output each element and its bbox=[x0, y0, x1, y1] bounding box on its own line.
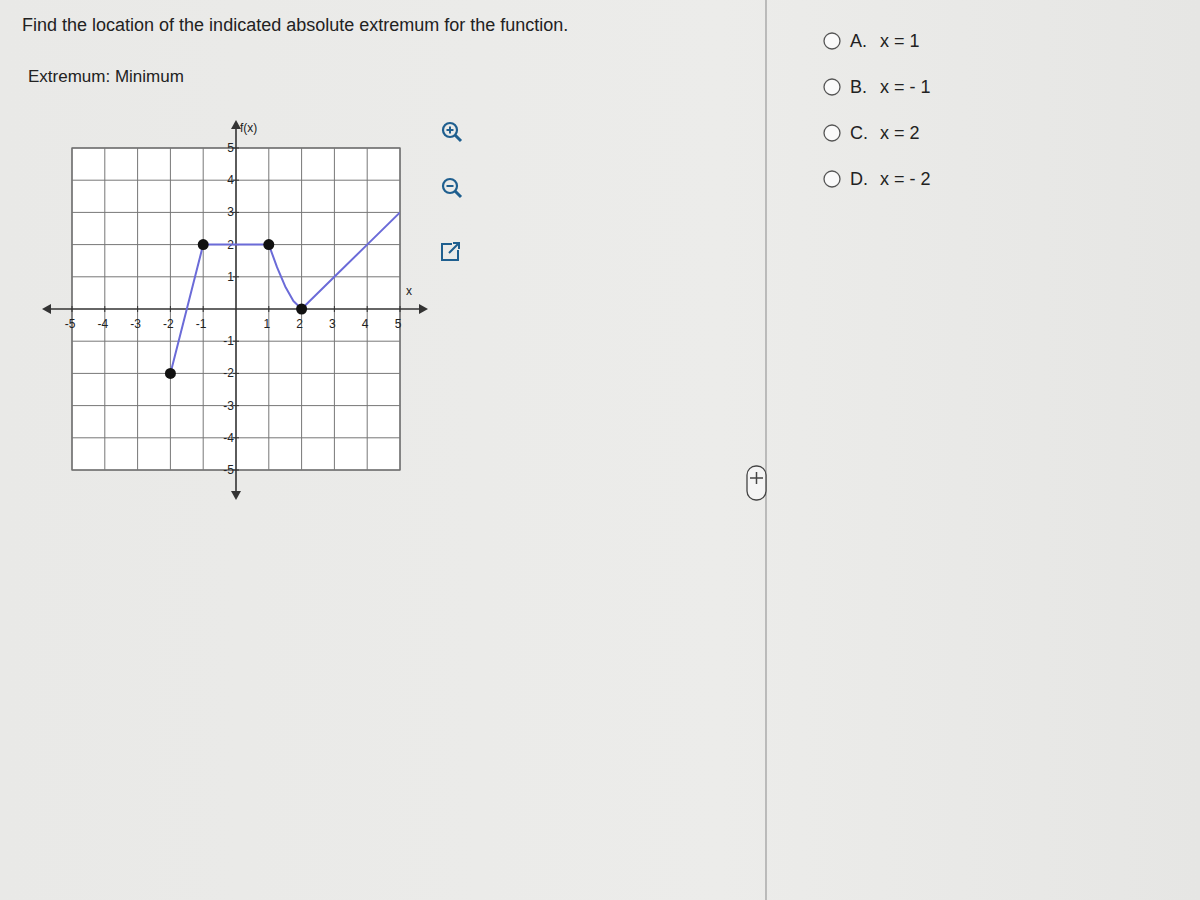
grid-line bbox=[72, 470, 400, 471]
tick bbox=[334, 306, 335, 312]
x-tick-label: 5 bbox=[395, 317, 402, 331]
data-layer bbox=[165, 212, 400, 379]
radio[interactable] bbox=[824, 79, 840, 95]
radio[interactable] bbox=[824, 33, 840, 49]
option-text[interactable]: x = 2 bbox=[880, 123, 920, 143]
grid-line bbox=[72, 373, 400, 374]
zoom-in-icon[interactable] bbox=[443, 123, 461, 141]
grid-line bbox=[170, 148, 171, 470]
grid-line bbox=[72, 148, 400, 149]
icon-part bbox=[455, 191, 461, 197]
icon-part bbox=[747, 466, 766, 500]
x-tick-label: -1 bbox=[196, 317, 207, 331]
arrow bbox=[419, 304, 428, 314]
y-tick-label: -2 bbox=[223, 366, 234, 380]
point bbox=[198, 239, 209, 250]
option-letter: D. bbox=[850, 169, 868, 189]
tick bbox=[104, 306, 105, 312]
chart: -5-4-3-2-112345-5-4-3-2-112345f(x)x bbox=[42, 120, 428, 500]
grid-line bbox=[72, 276, 400, 277]
x-tick-label: 3 bbox=[329, 317, 336, 331]
option-letter: B. bbox=[850, 77, 867, 97]
y-tick-label: -4 bbox=[223, 431, 234, 445]
y-tick-label: 1 bbox=[227, 270, 234, 284]
x-tick-label: -4 bbox=[97, 317, 108, 331]
x-tick-label: -2 bbox=[163, 317, 174, 331]
x-tick-label: -3 bbox=[130, 317, 141, 331]
grid-line bbox=[104, 148, 105, 470]
point bbox=[263, 239, 274, 250]
y-axis-label: f(x) bbox=[240, 121, 257, 135]
x-tick-label: -5 bbox=[65, 317, 76, 331]
grid-line bbox=[72, 212, 400, 213]
icon-part bbox=[449, 243, 459, 253]
radio[interactable] bbox=[824, 171, 840, 187]
point bbox=[165, 368, 176, 379]
option-text[interactable]: x = 1 bbox=[880, 31, 920, 51]
arrow bbox=[42, 304, 51, 314]
arrow bbox=[231, 491, 241, 500]
grid-line bbox=[72, 341, 400, 342]
function-line bbox=[170, 212, 400, 373]
grid-line bbox=[72, 437, 400, 438]
tick bbox=[367, 306, 368, 312]
icon-part bbox=[443, 123, 457, 137]
option-letter: C. bbox=[850, 123, 868, 143]
y-tick-label: -5 bbox=[223, 463, 234, 477]
page: Find the location of the indicated absol… bbox=[0, 0, 1200, 900]
point bbox=[296, 304, 307, 315]
grid-line bbox=[72, 405, 400, 406]
grid-line bbox=[72, 180, 400, 181]
x-tick-label: 2 bbox=[296, 317, 303, 331]
y-tick-label: 4 bbox=[227, 173, 234, 187]
resize-handle[interactable] bbox=[747, 466, 766, 500]
x-tick-label: 4 bbox=[362, 317, 369, 331]
grid-line bbox=[334, 148, 335, 470]
x-axis-label: x bbox=[406, 284, 412, 298]
extremum: Extremum: Minimum bbox=[28, 67, 184, 86]
tick bbox=[268, 306, 269, 312]
tick bbox=[137, 306, 138, 312]
tick bbox=[203, 306, 204, 312]
y-tick-label: -1 bbox=[223, 334, 234, 348]
icon-part bbox=[449, 127, 451, 134]
option-text[interactable]: x = - 2 bbox=[880, 169, 931, 189]
radio[interactable] bbox=[824, 125, 840, 141]
question: Find the location of the indicated absol… bbox=[22, 15, 568, 35]
y-tick-label: 3 bbox=[227, 205, 234, 219]
tick bbox=[72, 306, 73, 312]
tick bbox=[400, 306, 401, 312]
tick bbox=[170, 306, 171, 312]
y-tick-label: 5 bbox=[227, 141, 234, 155]
option-letter: A. bbox=[850, 31, 867, 51]
grid-line bbox=[400, 148, 401, 470]
icon-part bbox=[443, 179, 457, 193]
grid-line bbox=[137, 148, 138, 470]
divider bbox=[765, 0, 766, 900]
grid-line bbox=[367, 148, 368, 470]
x-tick-label: 1 bbox=[263, 317, 270, 331]
y-tick-label: -3 bbox=[223, 399, 234, 413]
option-text[interactable]: x = - 1 bbox=[880, 77, 931, 97]
grid-line bbox=[268, 148, 269, 470]
zoom-out-icon[interactable] bbox=[443, 179, 461, 197]
grid-line bbox=[72, 148, 73, 470]
icon-part bbox=[442, 244, 458, 260]
grid-line bbox=[203, 148, 204, 470]
icon-part bbox=[455, 135, 461, 141]
open-icon[interactable] bbox=[442, 243, 459, 260]
icon-part bbox=[447, 185, 454, 187]
icon-part bbox=[756, 472, 758, 484]
